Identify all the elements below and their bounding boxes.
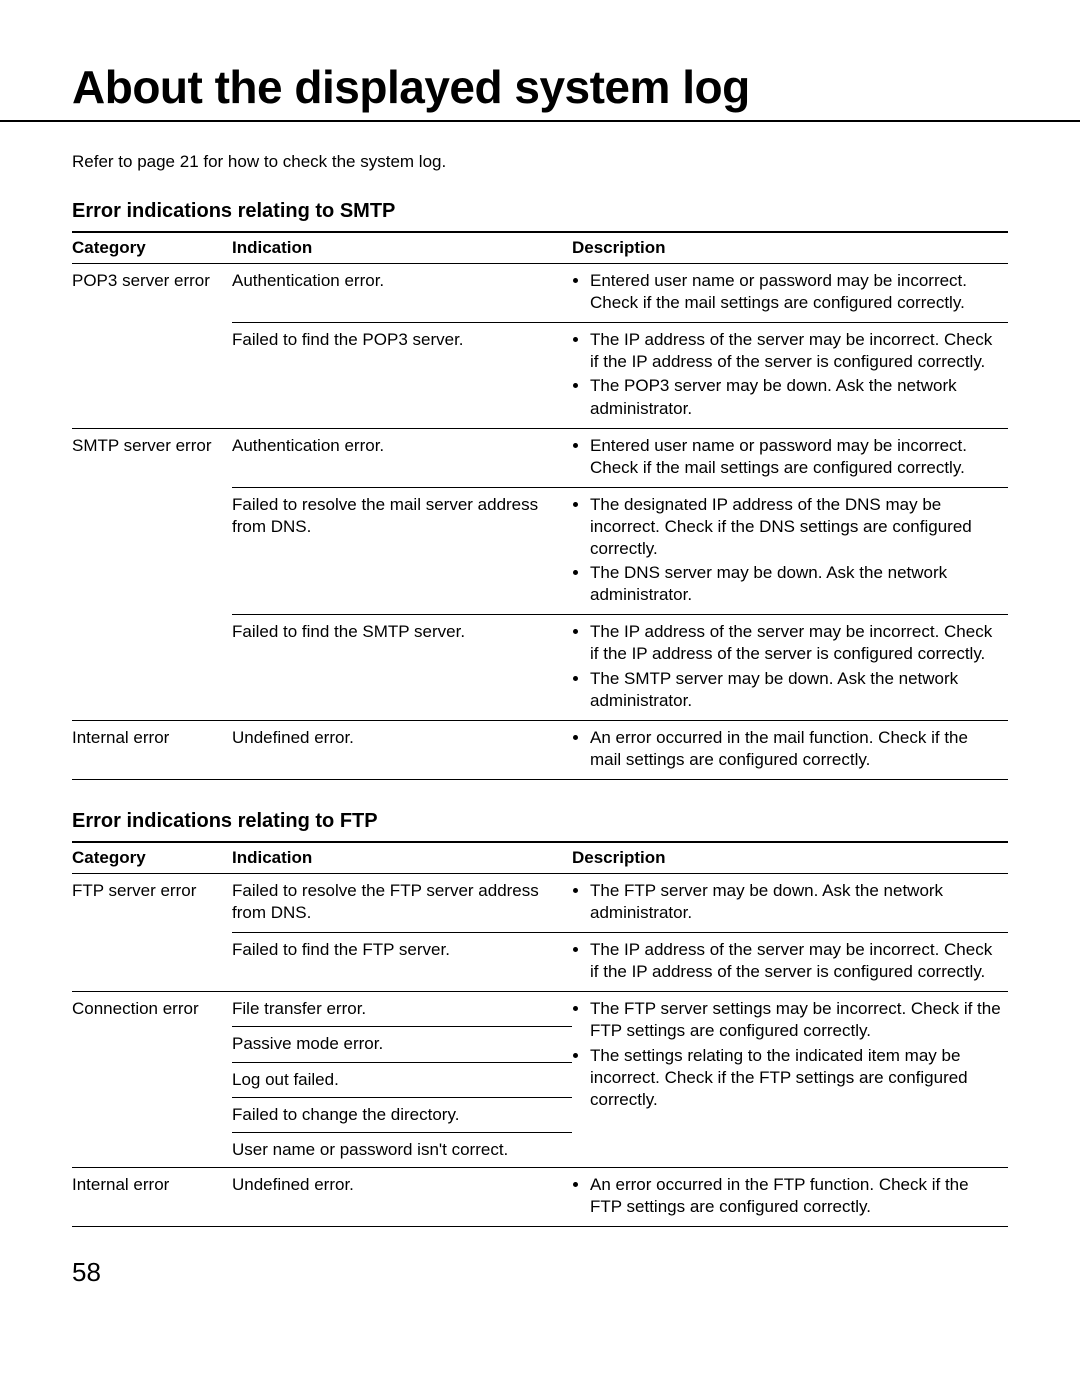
smtp-desc: The IP address of the server may be inco… [572,323,1008,428]
smtp-ind: Authentication error. [232,264,572,323]
ftp-th-category: Category [72,842,232,874]
smtp-cat-smtp: SMTP server error [72,428,232,720]
smtp-th-category: Category [72,232,232,264]
ftp-table: Category Indication Description FTP serv… [72,841,1008,1227]
ftp-th-indication: Indication [232,842,572,874]
ftp-cat-internal: Internal error [72,1167,232,1226]
ftp-cat-server: FTP server error [72,873,232,991]
ftp-ind: Failed to find the FTP server. [232,933,572,992]
smtp-cat-internal: Internal error [72,720,232,779]
smtp-desc: An error occurred in the mail function. … [572,720,1008,779]
smtp-heading: Error indications relating to SMTP [72,200,1008,223]
title-rule [0,120,1080,122]
smtp-desc: Entered user name or password may be inc… [572,428,1008,487]
ftp-ind: User name or password isn't correct. [232,1132,572,1167]
smtp-cat-pop3: POP3 server error [72,264,232,429]
ftp-ind: Undefined error. [232,1167,572,1226]
smtp-ind: Authentication error. [232,428,572,487]
page-title: About the displayed system log [72,60,1008,114]
page-number: 58 [72,1257,1008,1288]
intro-text: Refer to page 21 for how to check the sy… [72,152,1008,172]
ftp-desc: The IP address of the server may be inco… [572,933,1008,992]
smtp-ind: Failed to find the POP3 server. [232,323,572,428]
smtp-table: Category Indication Description POP3 ser… [72,231,1008,780]
smtp-ind: Failed to find the SMTP server. [232,615,572,720]
ftp-heading: Error indications relating to FTP [72,810,1008,833]
smtp-ind: Undefined error. [232,720,572,779]
ftp-ind: Failed to resolve the FTP server address… [232,873,572,932]
ftp-desc: The FTP server may be down. Ask the netw… [572,873,1008,932]
smtp-ind: Failed to resolve the mail server addres… [232,487,572,614]
smtp-th-indication: Indication [232,232,572,264]
smtp-desc: The IP address of the server may be inco… [572,615,1008,720]
ftp-ind: Passive mode error. [232,1027,572,1062]
ftp-desc: The FTP server settings may be incorrect… [572,992,1008,1167]
ftp-ind: Log out failed. [232,1062,572,1097]
smtp-desc: The designated IP address of the DNS may… [572,487,1008,614]
ftp-ind: File transfer error. [232,992,572,1027]
ftp-cat-connection: Connection error [72,992,232,1167]
ftp-ind: Failed to change the directory. [232,1097,572,1132]
ftp-th-description: Description [572,842,1008,874]
smtp-desc: Entered user name or password may be inc… [572,264,1008,323]
ftp-desc: An error occurred in the FTP function. C… [572,1167,1008,1226]
smtp-th-description: Description [572,232,1008,264]
